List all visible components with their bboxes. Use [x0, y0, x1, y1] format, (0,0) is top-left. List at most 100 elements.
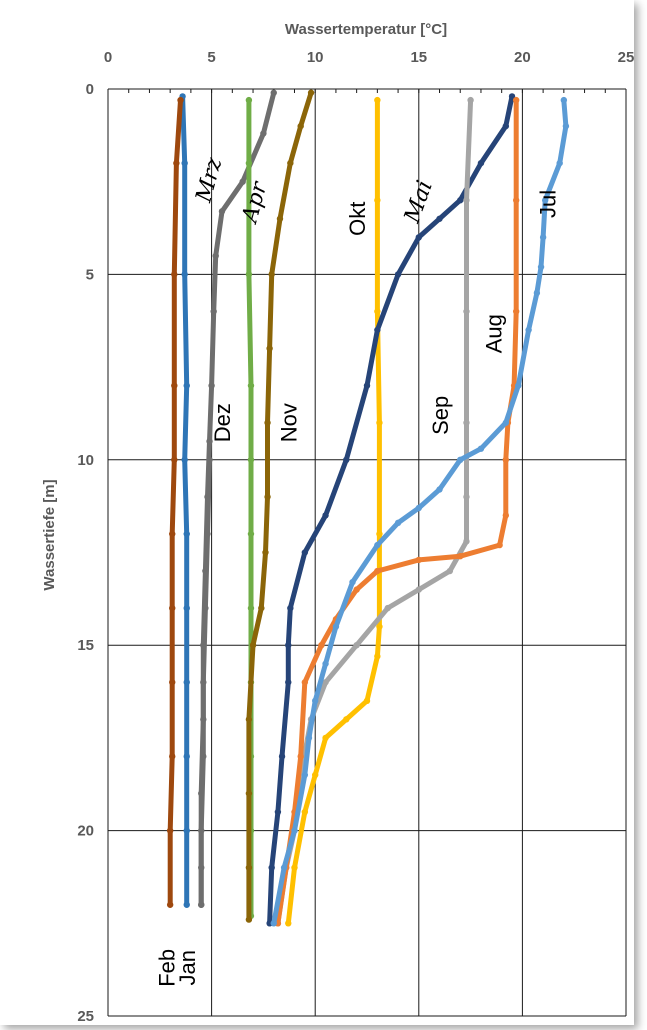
x-tick-labels: 0 5 10 15 20 25	[104, 49, 635, 66]
data-point-okt	[376, 530, 383, 538]
data-point-dez	[200, 679, 207, 686]
data-point-apr	[247, 530, 255, 538]
data-point-sep	[353, 642, 360, 649]
data-point-aug	[512, 96, 520, 104]
data-point-jul	[515, 382, 522, 389]
data-point-jan	[181, 456, 188, 463]
data-point-nov	[245, 916, 253, 923]
data-point-feb	[169, 604, 176, 612]
label-sep: Sep	[428, 396, 453, 435]
y-tick-label: 15	[77, 637, 94, 654]
data-point-aug	[415, 556, 422, 564]
label-aug: Aug	[482, 314, 507, 353]
data-point-jul	[415, 504, 422, 512]
data-point-okt	[312, 771, 319, 779]
data-point-mai	[278, 753, 286, 760]
data-point-mai	[457, 197, 464, 204]
data-point-aug	[457, 553, 464, 560]
data-point-mai	[343, 456, 350, 463]
data-point-jul	[457, 456, 464, 463]
data-point-apr	[245, 96, 253, 104]
data-point-nov	[245, 790, 253, 797]
data-point-sep	[463, 538, 470, 545]
data-point-apr	[247, 456, 255, 463]
data-point-okt	[301, 808, 309, 816]
label-jul: Jul	[536, 190, 561, 218]
data-point-jul	[477, 445, 485, 452]
data-point-mai	[322, 512, 329, 519]
data-point-mai	[477, 159, 485, 167]
data-point-jan	[183, 679, 190, 686]
data-point-okt	[291, 864, 298, 871]
data-point-jan	[181, 159, 188, 167]
label-feb: Feb	[154, 949, 179, 987]
series-line-feb	[167, 97, 183, 908]
data-point-mai	[374, 326, 381, 334]
data-point-jan	[183, 901, 190, 908]
data-point-nov	[287, 159, 294, 167]
data-point-feb	[166, 901, 174, 908]
data-point-nov	[297, 122, 304, 130]
x-tick-label: 5	[207, 49, 215, 66]
data-point-okt	[322, 734, 329, 742]
data-point-aug	[496, 541, 503, 549]
x-tick-label: 20	[514, 49, 531, 66]
x-tick-label: 10	[307, 49, 324, 66]
data-point-okt	[376, 419, 383, 426]
label-okt: Okt	[345, 202, 370, 236]
data-point-feb	[171, 382, 178, 389]
data-point-mai	[301, 549, 309, 556]
data-point-aug	[502, 456, 510, 463]
data-point-mai	[285, 679, 292, 686]
data-point-feb	[177, 96, 184, 104]
data-point-jul	[525, 326, 532, 334]
data-point-dez	[198, 901, 205, 908]
data-point-mai	[287, 604, 294, 612]
data-point-feb	[166, 827, 174, 834]
data-point-mrz	[206, 438, 213, 445]
data-point-jul	[533, 289, 541, 297]
data-point-aug	[318, 642, 325, 649]
x-tick-label: 15	[410, 49, 427, 66]
data-point-nov	[245, 864, 253, 871]
label-jan: Jan	[175, 950, 200, 985]
data-point-mai	[274, 808, 282, 816]
data-point-jan	[183, 827, 190, 834]
data-point-nov	[264, 419, 271, 426]
data-point-mrz	[212, 252, 219, 260]
data-point-jul	[270, 920, 277, 927]
label-mai: Mai	[400, 177, 438, 227]
x-axis-title: Wassertemperatur [°C]	[285, 21, 447, 38]
data-point-apr	[247, 604, 255, 612]
data-point-mai	[268, 864, 275, 871]
data-point-okt	[363, 697, 371, 705]
data-point-sep	[384, 604, 391, 612]
data-point-sep	[446, 567, 454, 575]
data-point-nov	[258, 604, 265, 612]
data-point-feb	[169, 679, 176, 686]
data-point-jul	[556, 159, 563, 167]
data-point-feb	[171, 271, 178, 278]
data-point-sep	[463, 197, 470, 204]
data-point-okt	[374, 308, 381, 315]
data-point-jan	[183, 382, 190, 389]
data-point-okt	[374, 653, 381, 660]
label-nov: Nov	[277, 403, 302, 442]
data-point-jul	[436, 486, 443, 493]
data-point-okt	[376, 623, 383, 630]
data-point-jul	[562, 122, 570, 130]
y-tick-label: 25	[77, 1008, 94, 1025]
data-point-jul	[322, 660, 329, 667]
data-point-jul	[332, 623, 340, 630]
data-point-aug	[297, 753, 304, 760]
data-point-mai	[394, 271, 402, 278]
data-point-feb	[169, 530, 176, 538]
data-point-sep	[415, 586, 422, 593]
y-tick-labels: 0 5 10 15 20 25	[77, 81, 94, 1025]
data-point-aug	[353, 586, 360, 593]
y-tick-label: 20	[77, 823, 94, 840]
data-point-mrz	[260, 130, 267, 137]
data-point-mai	[363, 382, 371, 389]
y-tick-label: 5	[86, 266, 94, 283]
